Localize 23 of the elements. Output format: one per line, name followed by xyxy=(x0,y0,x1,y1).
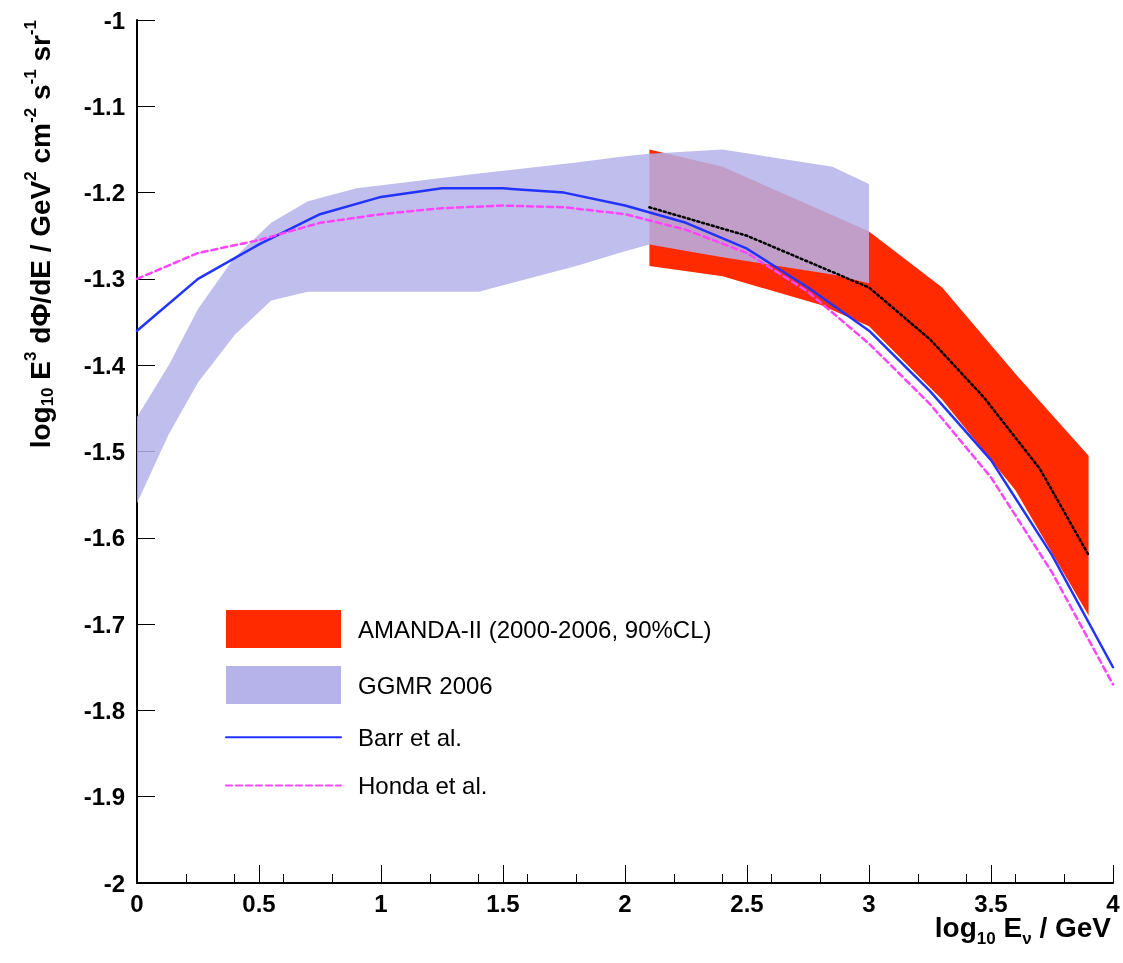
x-tick-label: 1 xyxy=(374,889,388,917)
y-tick-label: -1.5 xyxy=(83,438,125,465)
y-tick-label: -1.2 xyxy=(83,179,125,207)
x-tick-label: 0 xyxy=(130,889,144,917)
legend-label: GGMR 2006 xyxy=(358,671,493,699)
x-tick-label: 1.5 xyxy=(486,889,520,917)
y-tick-label: -1.1 xyxy=(83,92,125,120)
y-tick-label: -1.7 xyxy=(83,610,125,638)
x-tick-label: 2 xyxy=(618,889,632,917)
y-tick-label: -1.3 xyxy=(83,265,125,293)
y-tick-label: -1.4 xyxy=(83,351,126,379)
y-tick-label: -1 xyxy=(103,6,125,34)
legend-label: AMANDA-II (2000-2006, 90%CL) xyxy=(358,615,712,643)
legend-label: Honda et al. xyxy=(358,772,488,800)
x-tick-label: 3 xyxy=(862,889,876,917)
y-tick-label: -1.8 xyxy=(83,696,125,724)
y-tick-label: -1.9 xyxy=(83,783,125,811)
y-tick-label: -2 xyxy=(103,869,125,897)
legend-label: Barr et al. xyxy=(358,723,463,751)
y-tick-label: -1.6 xyxy=(83,524,125,552)
x-tick-label: 2.5 xyxy=(730,889,764,917)
x-tick-label: 0.5 xyxy=(242,889,276,917)
line-series xyxy=(648,206,1090,557)
